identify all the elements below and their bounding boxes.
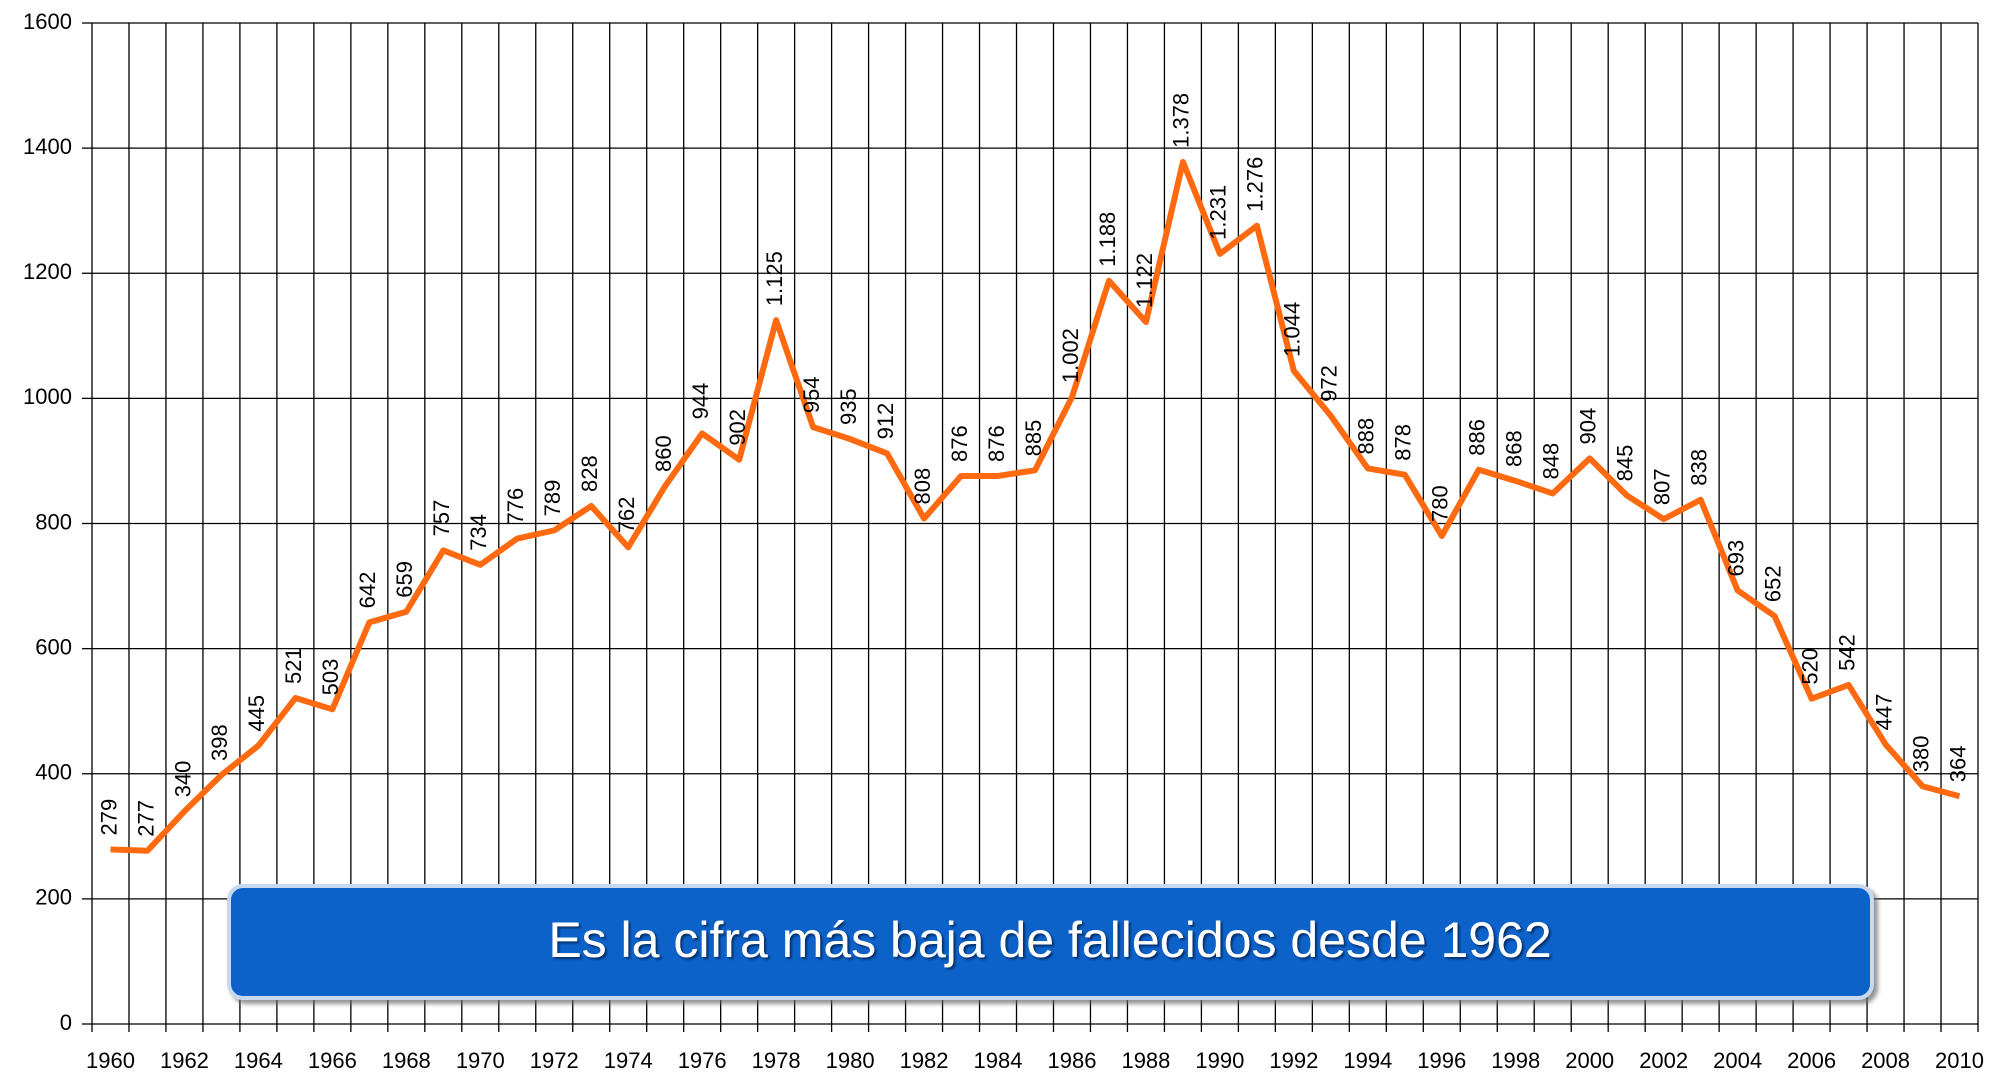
x-tick-label: 1980	[826, 1048, 875, 1073]
x-tick-label: 2004	[1713, 1048, 1762, 1073]
x-tick-label: 2002	[1639, 1048, 1688, 1073]
x-tick-label: 1990	[1195, 1048, 1244, 1073]
value-label: 789	[540, 480, 565, 517]
value-label: 868	[1502, 430, 1527, 467]
value-label: 542	[1834, 634, 1859, 671]
x-tick-label: 1974	[604, 1048, 653, 1073]
x-tick-label: 1984	[974, 1048, 1023, 1073]
value-label: 860	[651, 435, 676, 472]
value-label: 780	[1428, 485, 1453, 522]
x-tick-label: 1998	[1491, 1048, 1540, 1073]
y-tick-label: 1200	[23, 259, 72, 284]
value-label: 642	[355, 572, 380, 609]
value-label: 935	[836, 388, 861, 425]
y-tick-label: 200	[35, 885, 72, 910]
value-label: 954	[799, 376, 824, 413]
value-label: 776	[503, 488, 528, 525]
value-label: 838	[1686, 449, 1711, 486]
value-label: 445	[244, 695, 269, 732]
value-label: 902	[725, 409, 750, 446]
x-tick-label: 1960	[86, 1048, 135, 1073]
value-label: 876	[984, 425, 1009, 462]
value-label: 277	[133, 800, 158, 837]
x-tick-label: 1968	[382, 1048, 431, 1073]
annotation-box	[227, 884, 1874, 1000]
value-label: 693	[1723, 540, 1748, 577]
value-label: 659	[392, 561, 417, 598]
y-tick-label: 800	[35, 509, 72, 534]
x-tick-label: 1964	[234, 1048, 283, 1073]
x-tick-label: 1996	[1417, 1048, 1466, 1073]
value-label: 878	[1391, 424, 1416, 461]
value-label: 1.276	[1243, 157, 1268, 212]
value-label: 521	[281, 647, 306, 684]
x-tick-label: 2008	[1861, 1048, 1910, 1073]
x-tick-label: 2010	[1935, 1048, 1984, 1073]
y-tick-label: 1600	[23, 9, 72, 34]
value-label: 652	[1760, 565, 1785, 602]
x-tick-label: 1976	[678, 1048, 727, 1073]
value-label: 828	[577, 455, 602, 492]
value-label: 944	[688, 383, 713, 420]
value-label: 1.231	[1206, 185, 1231, 240]
x-tick-label: 1970	[456, 1048, 505, 1073]
y-tick-label: 1400	[23, 134, 72, 159]
value-label: 885	[1021, 420, 1046, 457]
value-label: 398	[207, 724, 232, 761]
y-tick-label: 0	[60, 1010, 72, 1035]
y-tick-label: 600	[35, 634, 72, 659]
y-tick-label: 400	[35, 760, 72, 785]
value-label: 380	[1908, 736, 1933, 773]
value-label: 340	[170, 761, 195, 798]
value-label: 503	[318, 659, 343, 696]
x-tick-label: 2000	[1565, 1048, 1614, 1073]
value-label: 808	[910, 468, 935, 505]
value-label: 520	[1797, 648, 1822, 685]
value-label: 757	[429, 500, 454, 537]
value-label: 1.125	[762, 251, 787, 306]
line	[110, 158, 1961, 854]
value-label: 888	[1354, 418, 1379, 455]
x-tick-label: 1994	[1343, 1048, 1392, 1073]
x-tick-label: 1988	[1121, 1048, 1170, 1073]
value-label: 876	[947, 425, 972, 462]
value-label: 1.378	[1169, 93, 1194, 148]
value-label: 1.188	[1095, 212, 1120, 267]
value-label: 1.044	[1280, 302, 1305, 357]
value-label: 734	[466, 514, 491, 551]
value-label: 886	[1465, 419, 1490, 456]
x-tick-label: 1966	[308, 1048, 357, 1073]
annotation: Es la cifra más baja de fallecidos desde…	[548, 912, 1551, 968]
value-label: 364	[1945, 746, 1970, 783]
value-label: 904	[1576, 408, 1601, 445]
value-label: 1.002	[1058, 328, 1083, 383]
value-label: 762	[614, 497, 639, 534]
value-label: 972	[1317, 365, 1342, 402]
x-tick-label: 1972	[530, 1048, 579, 1073]
value-label: 912	[873, 403, 898, 440]
x-tick-label: 2006	[1787, 1048, 1836, 1073]
value-label: 447	[1871, 694, 1896, 731]
value-label: 1.122	[1132, 253, 1157, 308]
x-tick-label: 1962	[160, 1048, 209, 1073]
x-tick-label: 1982	[900, 1048, 949, 1073]
value-label: 279	[96, 799, 121, 836]
value-label: 845	[1612, 445, 1637, 482]
value-label: 807	[1649, 468, 1674, 505]
x-tick-label: 1978	[752, 1048, 801, 1073]
x-tick-label: 1992	[1269, 1048, 1318, 1073]
value-label: 848	[1539, 443, 1564, 480]
y-tick-label: 1000	[23, 384, 72, 409]
x-tick-label: 1986	[1048, 1048, 1097, 1073]
